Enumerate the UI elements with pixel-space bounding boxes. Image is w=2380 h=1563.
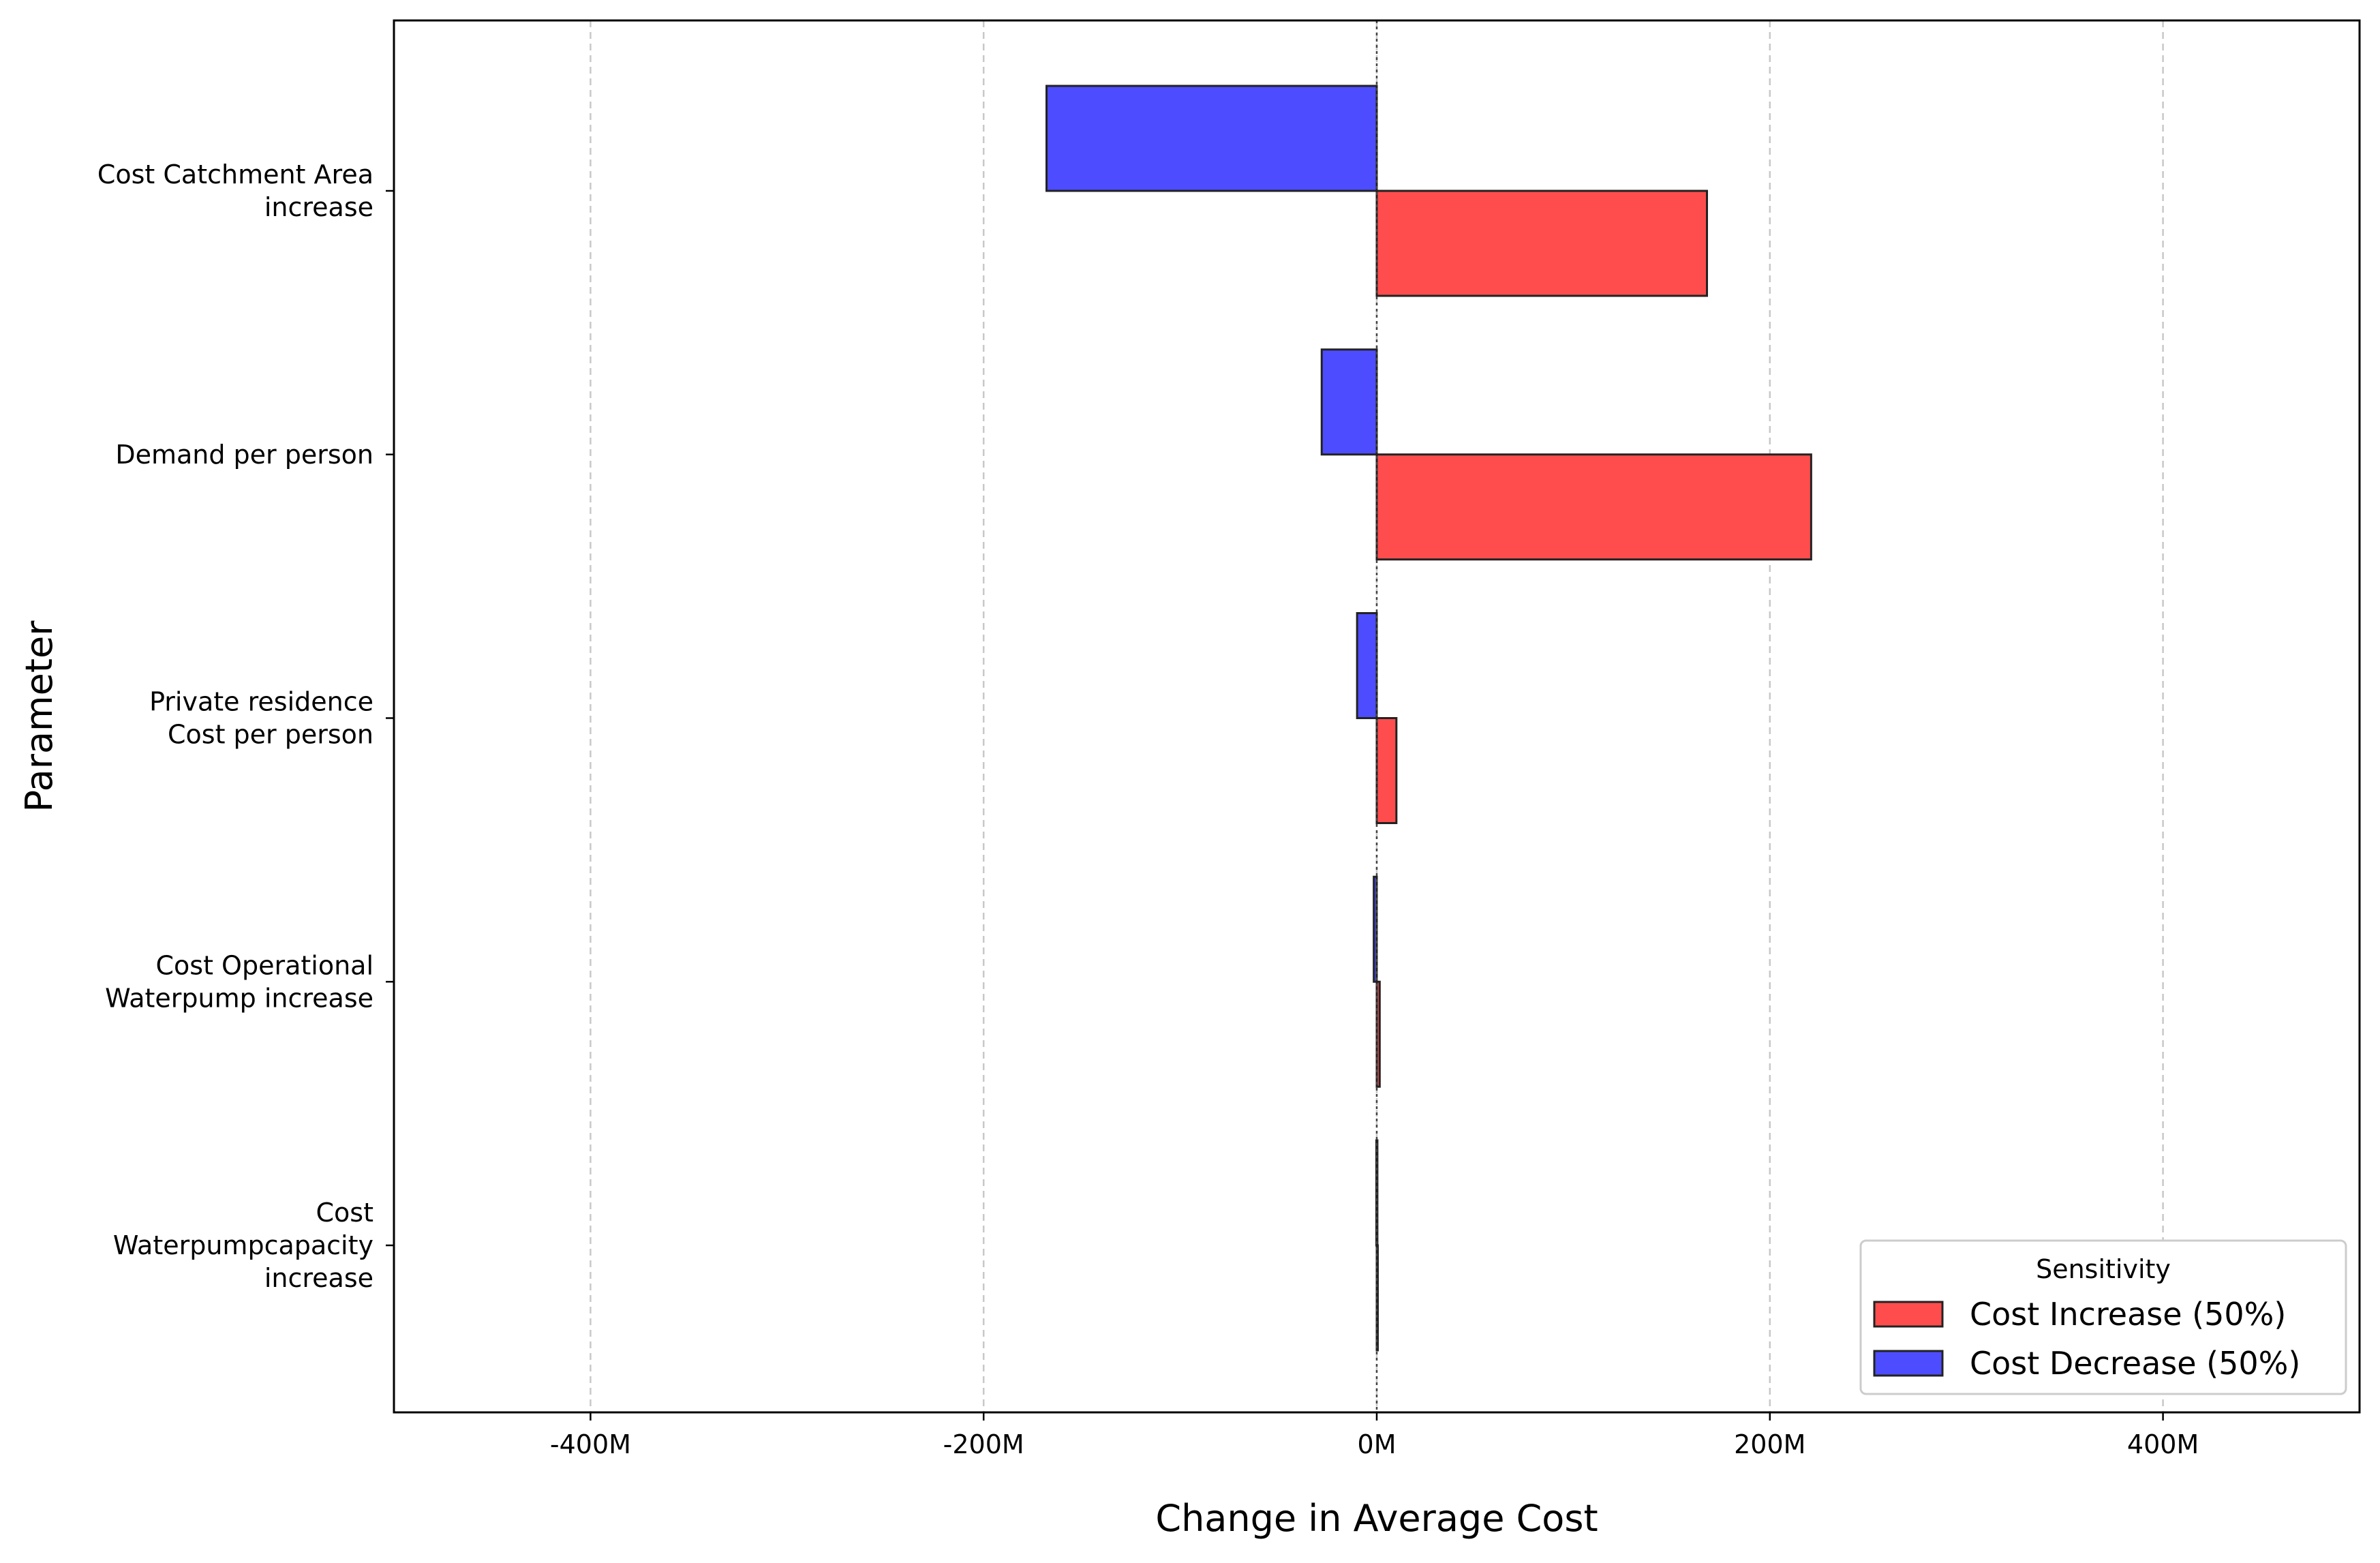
bar-increase [1375,717,1398,824]
x-tick-label: 200M [1734,1429,1805,1459]
y-tick-label-line: Cost Catchment Area [97,160,373,189]
legend-label: Cost Increase (50%) [1970,1296,2286,1333]
y-tick-label-line: Cost Operational [155,950,373,980]
y-tick-label-line: Demand per person [115,440,373,470]
y-tick-label-line: Cost per person [168,720,373,750]
y-tick-label-line: Waterpumpcapacity [113,1230,373,1260]
y-tick-label: Private residence Cost per person [149,687,373,750]
x-tick-label: 400M [2127,1429,2199,1459]
y-tick-label-line: Private residence [149,687,373,717]
bar-increase [1375,453,1812,561]
y-axis-title: Parameter [18,620,61,813]
legend-swatch [1873,1301,1944,1328]
bar-decrease [1045,85,1378,192]
y-tick-label: Cost Waterpumpcapacity increase [113,1198,373,1293]
x-axis-ticks: -400M -200M 0M 200M 400M [550,1412,2199,1459]
legend-title: Sensitivity [2036,1254,2171,1284]
y-tick-label-line: Waterpump increase [105,983,373,1013]
y-axis-ticks: Cost Catchment Area increase Demand per pe… [97,160,394,1293]
y-tick-label-line: increase [264,1263,373,1293]
x-tick-label: -200M [943,1429,1024,1459]
x-tick-label: -400M [550,1429,631,1459]
bar-decrease [1356,612,1378,719]
legend: Sensitivity Cost Increase (50%) Cost Decr… [1859,1239,2347,1395]
legend-box [1859,1239,2347,1395]
bars-group [1045,85,1812,1352]
legend-swatch [1873,1350,1944,1377]
x-tick-label: 0M [1358,1429,1397,1459]
x-axis-title: Change in Average Cost [1155,1497,1598,1540]
y-tick-label-line: increase [264,192,373,222]
legend-items: Cost Increase (50%) Cost Decrease (50%) [1873,1296,2300,1382]
y-tick-label: Demand per person [115,440,373,470]
y-tick-label-line: Cost [316,1198,373,1228]
bar-decrease [1320,348,1378,456]
legend-label: Cost Decrease (50%) [1970,1345,2300,1382]
bar-increase [1375,189,1709,297]
y-tick-label: Cost Operational Waterpump increase [105,950,373,1013]
y-tick-label: Cost Catchment Area increase [97,160,373,222]
